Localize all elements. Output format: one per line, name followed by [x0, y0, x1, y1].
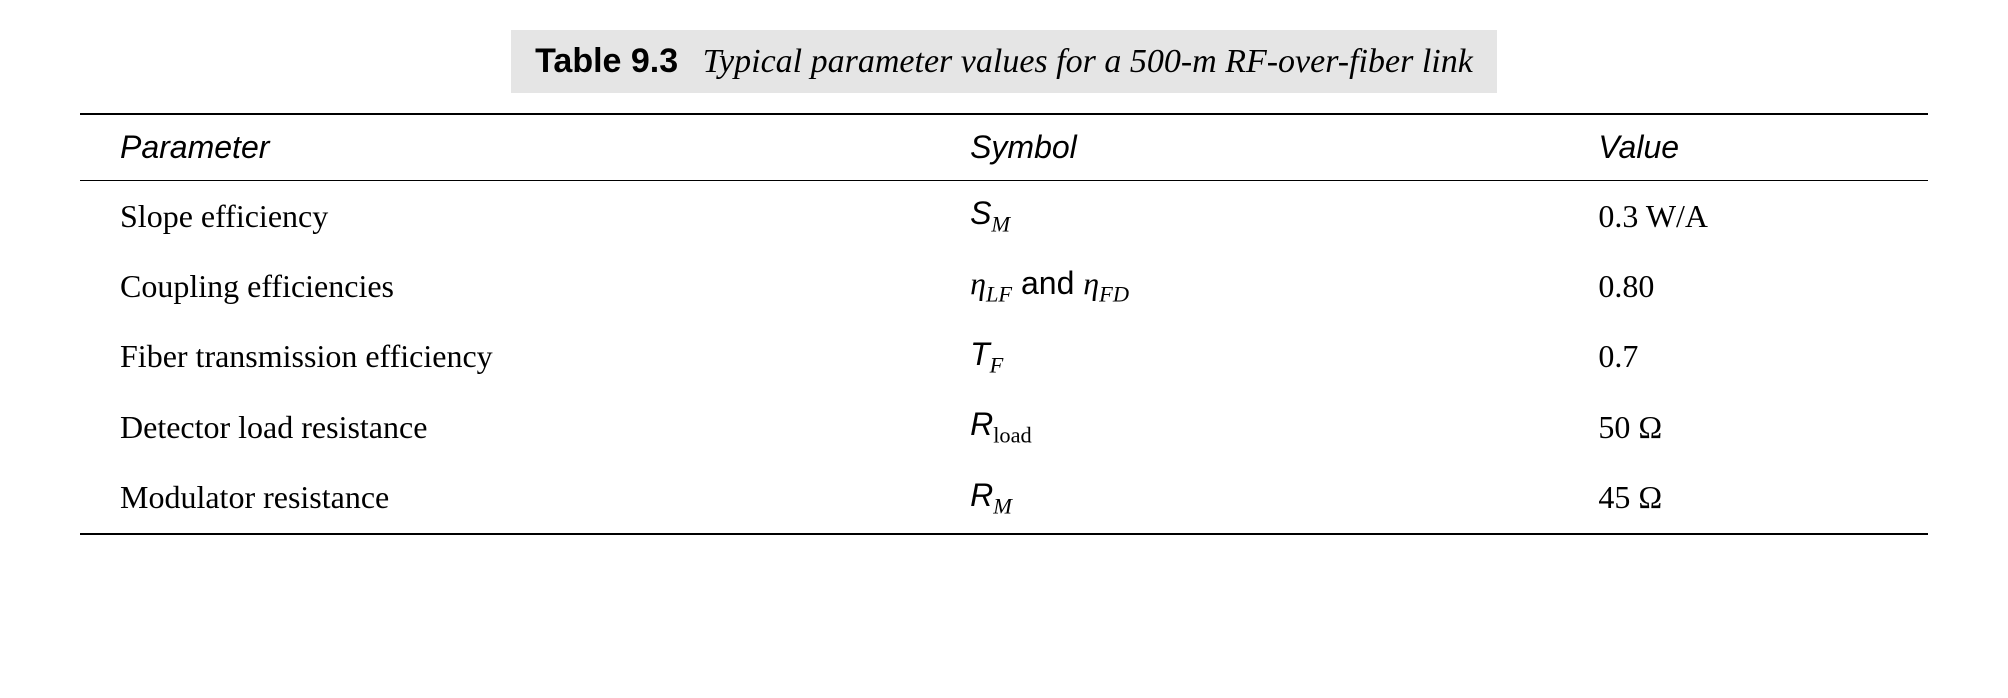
- table-row: Detector load resistance Rload 50 Ω: [80, 392, 1928, 462]
- symbol-subscript: LF: [986, 282, 1012, 307]
- cell-parameter: Detector load resistance: [80, 392, 930, 462]
- cell-symbol: ηLF and ηFD: [930, 251, 1558, 321]
- cell-value: 0.7: [1558, 322, 1928, 392]
- symbol-base: T: [970, 336, 990, 372]
- table-description: Typical parameter values for a 500-m RF-…: [703, 43, 1473, 80]
- symbol-subscript: F: [990, 352, 1004, 377]
- header-symbol: Symbol: [930, 114, 1558, 181]
- symbol-joiner: and: [1012, 265, 1083, 301]
- cell-value: 0.80: [1558, 251, 1928, 321]
- symbol-subscript: M: [993, 493, 1012, 518]
- table-row: Coupling efficiencies ηLF and ηFD 0.80: [80, 251, 1928, 321]
- header-parameter: Parameter: [80, 114, 930, 181]
- symbol-base: η: [970, 265, 986, 301]
- symbol-base: R: [970, 406, 993, 442]
- cell-symbol: SM: [930, 181, 1558, 252]
- cell-symbol: Rload: [930, 392, 1558, 462]
- parameter-table: Parameter Symbol Value Slope efficiency …: [80, 113, 1928, 535]
- symbol-subscript: M: [991, 211, 1010, 236]
- header-value: Value: [1558, 114, 1928, 181]
- cell-parameter: Modulator resistance: [80, 463, 930, 534]
- cell-value: 50 Ω: [1558, 392, 1928, 462]
- symbol-subscript: FD: [1099, 282, 1129, 307]
- symbol-base: η: [1083, 265, 1099, 301]
- cell-value: 45 Ω: [1558, 463, 1928, 534]
- table-row: Slope efficiency SM 0.3 W/A: [80, 181, 1928, 252]
- cell-symbol: RM: [930, 463, 1558, 534]
- cell-parameter: Coupling efficiencies: [80, 251, 930, 321]
- symbol-base: R: [970, 477, 993, 513]
- symbol-base: S: [970, 195, 991, 231]
- symbol-subscript: load: [993, 423, 1032, 448]
- table-label: Table 9.3: [535, 42, 678, 80]
- cell-symbol: TF: [930, 322, 1558, 392]
- table-row: Fiber transmission efficiency TF 0.7: [80, 322, 1928, 392]
- table-row: Modulator resistance RM 45 Ω: [80, 463, 1928, 534]
- cell-parameter: Slope efficiency: [80, 181, 930, 252]
- table-caption: Table 9.3 Typical parameter values for a…: [511, 30, 1497, 93]
- cell-value: 0.3 W/A: [1558, 181, 1928, 252]
- cell-parameter: Fiber transmission efficiency: [80, 322, 930, 392]
- table-header-row: Parameter Symbol Value: [80, 114, 1928, 181]
